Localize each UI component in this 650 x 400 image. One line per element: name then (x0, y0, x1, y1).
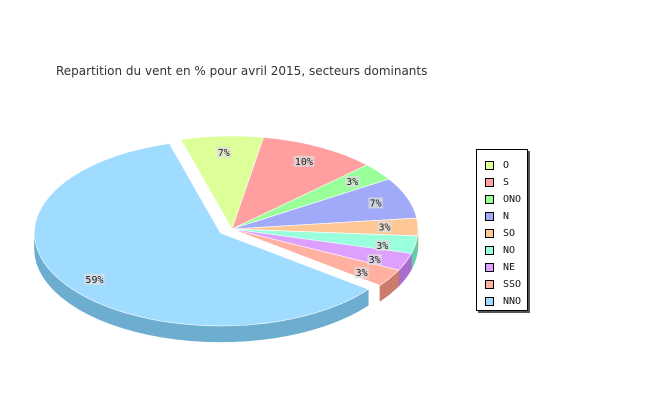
data-label-bg-no (375, 239, 390, 251)
legend-swatch (485, 161, 494, 170)
data-label-bg-nno (84, 273, 105, 285)
legend-label: SSO (503, 279, 522, 290)
legend-item-so: SO (485, 225, 527, 242)
data-label-s: 10% (295, 157, 313, 168)
legend-item-sso: SSO (485, 276, 527, 293)
data-label-n: 7% (370, 198, 382, 209)
legend-item-nno: NNO (485, 293, 527, 310)
data-label-bg-ne (367, 254, 382, 266)
legend-label: S (503, 177, 510, 188)
slice-s (231, 137, 368, 230)
data-label-ne: 3% (369, 255, 381, 266)
data-label-bg-s (293, 155, 315, 167)
data-label-bg-o (216, 146, 231, 158)
pie-labels: 7%10%3%7%3%3%3%3%59% (84, 146, 392, 286)
legend-item-no: NO (485, 242, 527, 259)
legend-swatch (485, 263, 494, 272)
legend-label: NE (503, 262, 516, 273)
legend-swatch (485, 178, 494, 187)
legend-label: NO (503, 245, 516, 256)
legend-swatch (485, 297, 494, 306)
chart-title: Repartition du vent en % pour avril 2015… (56, 64, 428, 78)
legend-item-ne: NE (485, 259, 527, 276)
data-label-no: 3% (376, 241, 388, 252)
legend-item-o: O (485, 157, 527, 174)
legend-swatch (485, 195, 494, 204)
slice-nno (34, 143, 370, 327)
data-label-so: 3% (378, 222, 390, 233)
data-label-bg-sso (354, 267, 369, 279)
data-label-o: 7% (218, 148, 230, 159)
legend-swatch (485, 212, 494, 221)
legend-label: N (503, 211, 510, 222)
data-label-bg-so (377, 221, 392, 233)
legend-item-ono: ONO (485, 191, 527, 208)
data-label-bg-ono (345, 176, 360, 188)
legend-label: ONO (503, 194, 522, 205)
pie-slices (34, 135, 419, 327)
data-label-bg-n (368, 197, 383, 209)
legend-label: NNO (503, 296, 522, 307)
legend-item-n: N (485, 208, 527, 225)
data-label-ono: 3% (346, 177, 358, 188)
legend-swatch (485, 246, 494, 255)
legend-swatch (485, 280, 494, 289)
data-label-nno: 59% (85, 275, 103, 286)
legend: O S ONO N SO NO NE SSO NNO (476, 149, 528, 311)
legend-item-s: S (485, 174, 527, 191)
legend-label: O (503, 160, 510, 171)
data-label-sso: 3% (356, 268, 368, 279)
legend-label: SO (503, 228, 516, 239)
legend-swatch (485, 229, 494, 238)
